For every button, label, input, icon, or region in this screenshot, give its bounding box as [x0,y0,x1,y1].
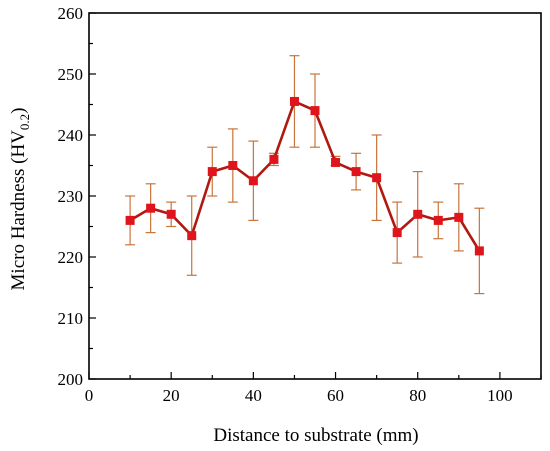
x-tick-label: 40 [245,386,262,405]
y-tick-label: 250 [58,65,84,84]
y-axis-title-subscript: 0.2 [17,114,32,130]
x-tick-label: 60 [327,386,344,405]
plot-frame [88,12,542,380]
data-point [310,106,320,116]
data-point [248,176,258,186]
y-tick-label: 240 [58,126,84,145]
y-tick-label: 200 [58,370,84,389]
data-point [351,167,361,177]
data-point [269,154,279,164]
data-point [228,161,238,170]
data-point [392,228,402,238]
y-tick-label: 260 [58,4,84,23]
y-axis-title-main: Micro Hardness (HV [8,130,29,291]
data-markers [125,96,484,256]
x-axis-title: Distance to substrate (mm) [213,425,418,446]
error-bars [125,55,485,295]
data-point [474,246,484,256]
x-tick-label: 80 [409,386,426,405]
data-point [207,167,217,177]
data-point [166,209,176,219]
axes: 0 20 40 60 80 100 200 210 220 230 240 250 260 [58,4,542,405]
data-point [187,231,197,241]
x-tick-label: 0 [85,386,94,405]
data-point [433,215,443,225]
y-tick-label: 220 [58,248,84,267]
x-tick-label: 20 [163,386,180,405]
series-line [129,100,481,252]
data-point [372,173,382,183]
data-point [125,215,135,225]
data-point [413,209,423,219]
y-tick-label: 210 [58,309,84,328]
x-tick-label: 100 [487,386,513,405]
data-point [146,203,156,213]
data-point [289,96,299,106]
data-point [331,157,341,167]
y-tick-label: 230 [58,187,84,206]
data-point [454,212,464,222]
y-axis-title-close: ) [8,108,29,114]
series-lines [129,100,481,252]
y-axis-title: Micro Hardness (HV0.2) [8,108,32,291]
